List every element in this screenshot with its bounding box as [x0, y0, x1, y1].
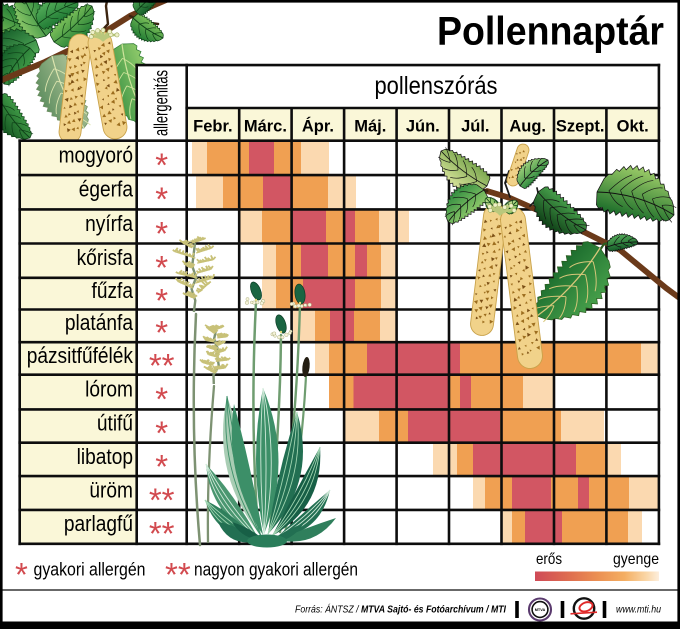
svg-text:Szept.: Szept. [556, 118, 605, 136]
svg-text:platánfa: platánfa [65, 310, 134, 335]
svg-text:Aug.: Aug. [509, 118, 546, 136]
svg-text:Júl.: Júl. [461, 118, 489, 136]
svg-text:nyírfa: nyírfa [85, 211, 134, 236]
svg-text:**: ** [149, 515, 175, 552]
svg-text:libatop: libatop [77, 444, 133, 469]
svg-text:*: * [155, 249, 168, 286]
svg-text:*: * [155, 215, 168, 252]
svg-text:pollenszórás: pollenszórás [375, 72, 498, 100]
svg-text:*: * [155, 380, 168, 417]
svg-text:Ápr.: Ápr. [302, 117, 334, 136]
svg-text:Forrás: ÁNTSZ / MTVA Sajtó- és: Forrás: ÁNTSZ / MTVA Sajtó- és Fotóarchí… [295, 603, 507, 616]
svg-text:kőrisfa: kőrisfa [77, 245, 134, 270]
svg-text:üröm: üröm [89, 477, 133, 502]
svg-text:lórom: lórom [85, 376, 133, 401]
svg-text:allergenitás: allergenitás [152, 70, 173, 136]
svg-text:Febr.: Febr. [193, 118, 232, 136]
svg-text:*: * [155, 282, 168, 319]
svg-text:nagyon gyakori allergén: nagyon gyakori allergén [194, 560, 358, 580]
svg-text:**: ** [149, 347, 175, 384]
svg-text:www.mti.hu: www.mti.hu [616, 604, 661, 616]
svg-text:parlagfű: parlagfű [64, 511, 133, 536]
svg-text:gyenge: gyenge [613, 551, 659, 568]
svg-text:fűzfa: fűzfa [92, 278, 134, 303]
svg-text:Máj.: Máj. [354, 118, 386, 136]
svg-text:mogyoró: mogyoró [59, 142, 133, 167]
svg-text:Jún.: Jún. [406, 118, 440, 136]
svg-text:gyakori allergén: gyakori allergén [34, 560, 146, 580]
svg-text:*: * [155, 414, 168, 451]
svg-text:Pollennaptár: Pollennaptár [437, 10, 664, 54]
svg-text:*: * [15, 556, 28, 593]
svg-text:*: * [155, 448, 168, 485]
svg-text:erős: erős [536, 551, 562, 568]
svg-text:pázsitfűfélék: pázsitfűfélék [27, 343, 134, 368]
svg-text:útifű: útifű [97, 410, 133, 435]
svg-text:Márc.: Márc. [244, 118, 287, 136]
svg-text:Okt.: Okt. [617, 118, 649, 136]
svg-text:*: * [155, 146, 168, 183]
svg-text:égerfa: égerfa [79, 177, 134, 202]
svg-text:**: ** [165, 556, 191, 593]
svg-text:*: * [155, 314, 168, 351]
svg-text:*: * [155, 181, 168, 218]
svg-text:**: ** [149, 481, 175, 518]
svg-text:MTVA: MTVA [535, 608, 546, 612]
